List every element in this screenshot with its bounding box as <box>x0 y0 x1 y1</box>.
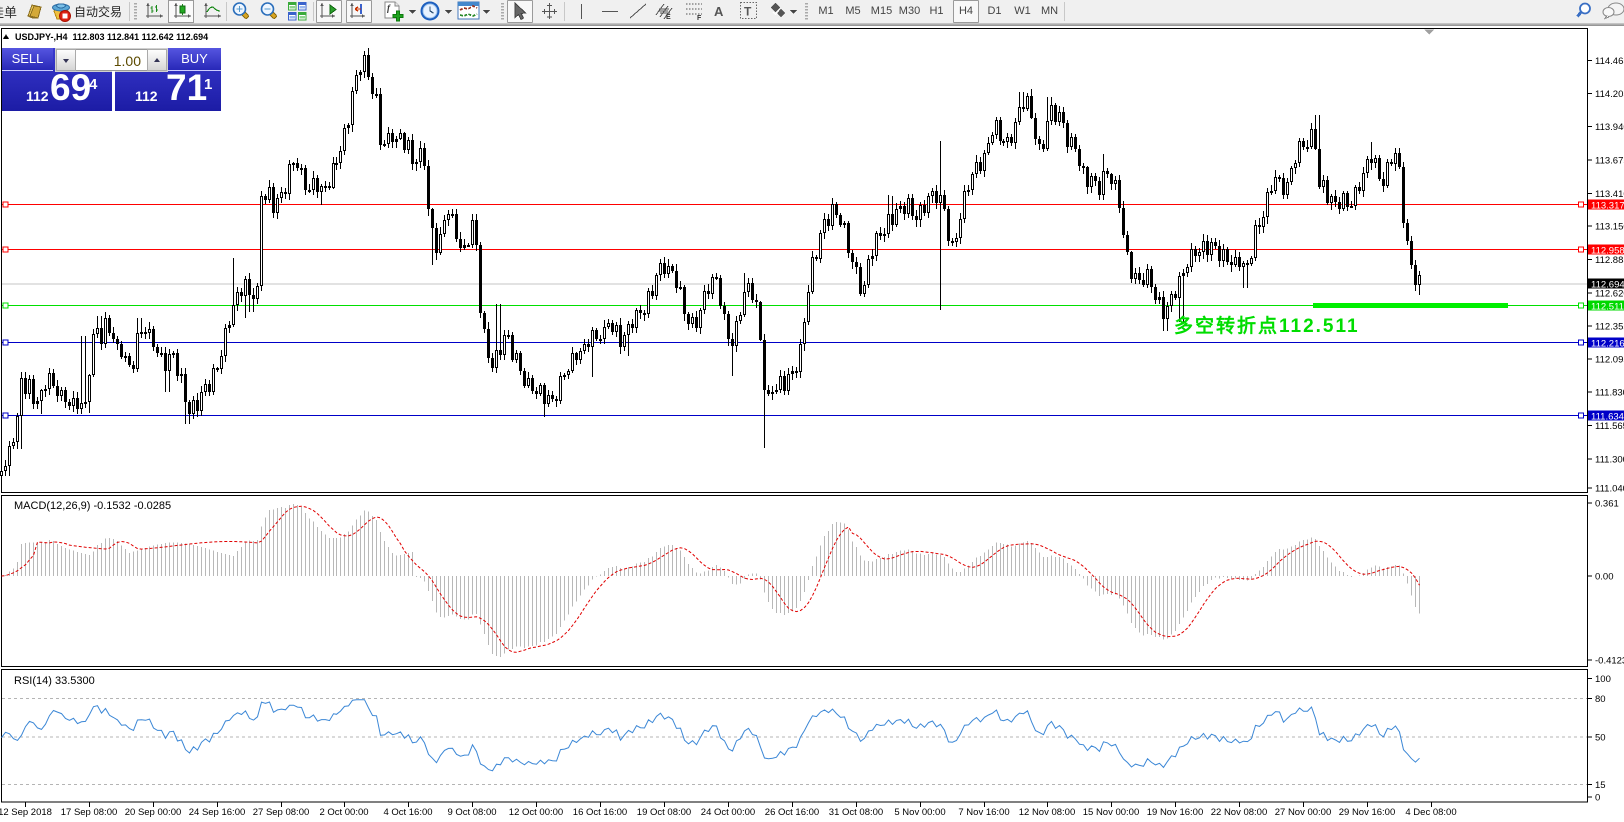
svg-text:0: 0 <box>1595 792 1600 803</box>
svg-text:0.361: 0.361 <box>1595 499 1619 510</box>
svg-text:112.095: 112.095 <box>1595 354 1624 365</box>
svg-text:29 Nov 16:00: 29 Nov 16:00 <box>1339 807 1396 818</box>
svg-text:100: 100 <box>1595 674 1611 685</box>
svg-text:20 Sep 00:00: 20 Sep 00:00 <box>125 807 182 818</box>
svg-text:31 Oct 08:00: 31 Oct 08:00 <box>829 807 883 818</box>
svg-text:12 Oct 00:00: 12 Oct 00:00 <box>509 807 563 818</box>
svg-text:27 Nov 00:00: 27 Nov 00:00 <box>1275 807 1332 818</box>
svg-text:MACD(12,26,9) -0.1532 -0.0285: MACD(12,26,9) -0.1532 -0.0285 <box>14 500 171 512</box>
svg-text:50: 50 <box>1595 733 1606 744</box>
svg-text:0.00: 0.00 <box>1595 572 1614 583</box>
svg-text:80: 80 <box>1595 694 1606 705</box>
svg-text:114.205: 114.205 <box>1595 89 1624 100</box>
svg-text:113.150: 113.150 <box>1595 222 1624 233</box>
svg-text:多空转折点112.511: 多空转折点112.511 <box>1174 314 1360 337</box>
svg-text:111.300: 111.300 <box>1595 454 1624 465</box>
svg-text:111.565: 111.565 <box>1595 421 1624 432</box>
svg-text:24 Oct 00:00: 24 Oct 00:00 <box>701 807 755 818</box>
svg-text:26 Oct 16:00: 26 Oct 16:00 <box>765 807 819 818</box>
svg-text:112.511: 112.511 <box>1591 301 1624 312</box>
svg-text:19 Nov 16:00: 19 Nov 16:00 <box>1147 807 1204 818</box>
svg-text:A: A <box>714 4 724 19</box>
svg-text:112.885: 112.885 <box>1595 255 1624 266</box>
svg-text:5 Nov 00:00: 5 Nov 00:00 <box>894 807 945 818</box>
svg-text:113.675: 113.675 <box>1595 156 1624 167</box>
svg-text:2 Oct 00:00: 2 Oct 00:00 <box>319 807 368 818</box>
svg-text:24 Sep 16:00: 24 Sep 16:00 <box>189 807 246 818</box>
svg-text:112.620: 112.620 <box>1595 288 1624 299</box>
svg-text:f: f <box>387 3 391 13</box>
svg-text:F: F <box>697 15 702 22</box>
svg-text:17 Sep 08:00: 17 Sep 08:00 <box>61 807 118 818</box>
svg-text:T: T <box>744 5 752 19</box>
svg-text:自动交易: 自动交易 <box>74 4 122 19</box>
svg-text:-0.4123: -0.4123 <box>1595 656 1624 667</box>
svg-text:111.040: 111.040 <box>1595 484 1624 495</box>
svg-text:27 Sep 08:00: 27 Sep 08:00 <box>253 807 310 818</box>
svg-text:12 Sep 2018: 12 Sep 2018 <box>0 807 52 818</box>
svg-text:9 Oct 08:00: 9 Oct 08:00 <box>447 807 496 818</box>
svg-text:7 Nov 16:00: 7 Nov 16:00 <box>958 807 1009 818</box>
svg-text:112.355: 112.355 <box>1595 322 1624 333</box>
svg-text:112.958: 112.958 <box>1591 245 1624 256</box>
svg-text:12 Nov 08:00: 12 Nov 08:00 <box>1019 807 1076 818</box>
svg-text:112.694: 112.694 <box>1591 279 1624 290</box>
svg-text:113.940: 113.940 <box>1595 122 1624 133</box>
svg-text:RSI(14) 33.5300: RSI(14) 33.5300 <box>14 675 95 687</box>
svg-text:19 Oct 08:00: 19 Oct 08:00 <box>637 807 691 818</box>
svg-text:113.317: 113.317 <box>1591 200 1624 211</box>
svg-text:4 Oct 16:00: 4 Oct 16:00 <box>383 807 432 818</box>
svg-text:111.830: 111.830 <box>1595 388 1624 399</box>
svg-text:4 Dec 08:00: 4 Dec 08:00 <box>1405 807 1456 818</box>
svg-text:E: E <box>666 14 671 21</box>
svg-text:22 Nov 08:00: 22 Nov 08:00 <box>1211 807 1268 818</box>
svg-text:114.465: 114.465 <box>1595 56 1624 67</box>
svg-text:112.216: 112.216 <box>1591 338 1624 349</box>
svg-text:USDJPY-,H4 112.803 112.841 11: USDJPY-,H4 112.803 112.841 112.642 112.6… <box>15 32 208 42</box>
svg-text:挂单: 挂单 <box>0 5 17 20</box>
svg-text:113.410: 113.410 <box>1595 189 1624 200</box>
svg-text:16 Oct 16:00: 16 Oct 16:00 <box>573 807 627 818</box>
svg-text:15: 15 <box>1595 780 1606 791</box>
svg-text:111.634: 111.634 <box>1591 411 1624 422</box>
svg-text:15 Nov 00:00: 15 Nov 00:00 <box>1083 807 1140 818</box>
